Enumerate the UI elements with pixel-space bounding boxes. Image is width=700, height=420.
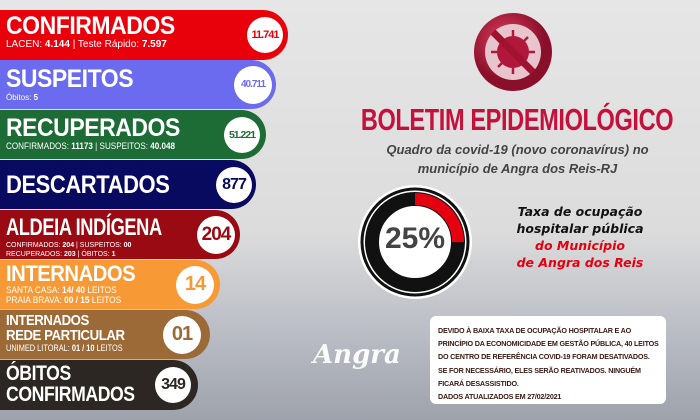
particular-title-2: REDE PARTICULAR xyxy=(6,327,125,344)
label: SANTA CASA: xyxy=(6,285,60,295)
confirmados-card: CONFIRMADOS LACEN: 4.144 | Teste Rápido:… xyxy=(0,10,288,60)
teste-label: | Teste Rápido: xyxy=(72,39,140,50)
descartados-total: 877 xyxy=(216,166,252,203)
internados-title: INTERNADOS xyxy=(6,261,136,286)
label: LEITOS xyxy=(87,285,117,295)
obitos-title-2: CONFIRMADOS xyxy=(6,383,135,406)
particular-card: INTERNADOS REDE PARTICULAR UNIMED LITORA… xyxy=(0,310,210,359)
note-date: DADOS ATUALIZADOS EM 27/02/2021 xyxy=(438,392,562,402)
internados-card: INTERNADOS SANTA CASA: 14/ 40 LEITOS PRA… xyxy=(0,260,220,309)
confirmados-total: 11.741 xyxy=(247,17,283,53)
confirmados-detail: LACEN: 4.144 | Teste Rápido: 7.597 xyxy=(6,39,167,50)
internados-total: 14 xyxy=(176,265,214,304)
descartados-title: DESCARTADOS xyxy=(6,171,170,199)
label: PRAIA BRAVA: xyxy=(6,295,62,305)
aldeia-line2: RECUPERADOS: 203 | ÓBITOS: 1 xyxy=(6,250,116,259)
aldeia-title: ALDEIA INDÍGENA xyxy=(6,214,162,241)
value: 203 xyxy=(63,251,76,258)
label: LEITOS xyxy=(96,343,123,353)
label: CONFIRMADOS: xyxy=(6,242,61,249)
subtitle-line-2: município de Angra dos Reis-RJ xyxy=(417,161,618,176)
value: 01 / 10 xyxy=(71,343,95,353)
label-line: do Município xyxy=(535,238,625,253)
obitos-total: 349 xyxy=(155,367,191,403)
particular-line: UNIMED LITORAL: 01 / 10 LEITOS xyxy=(6,343,123,354)
obitos-title-1: ÓBITOS xyxy=(6,362,71,385)
susp-label: | SUSPEITOS: xyxy=(95,141,149,151)
particular-total: 01 xyxy=(163,315,201,354)
subtitle-line-1: Quadro da covid-19 (novo coronavírus) no xyxy=(386,142,649,157)
suspeitos-title: SUSPEITOS xyxy=(6,65,134,93)
label-line: hospitalar pública xyxy=(516,221,644,236)
label: RECUPERADOS: xyxy=(6,251,63,258)
internados-line2: PRAIA BRAVA: 00 / 15 LEITOS xyxy=(6,295,121,305)
occupancy-label: Taxa de ocupação hospitalar pública do M… xyxy=(495,203,665,271)
page-title: BOLETIM EPIDEMIOLÓGICO xyxy=(360,102,673,137)
page-title-container: BOLETIM EPIDEMIOLÓGICO xyxy=(335,102,698,138)
descartados-card: DESCARTADOS 877 xyxy=(0,160,256,209)
suspeitos-total: 40.711 xyxy=(234,65,272,104)
label-line: Taxa de ocupação xyxy=(517,204,643,219)
suspeitos-card: SUSPEITOS Óbitos: 5 40.711 xyxy=(0,60,276,109)
angra-logo: Angra xyxy=(313,340,401,370)
page-subtitle: Quadro da covid-19 (novo coronavírus) no… xyxy=(340,140,695,178)
recuperados-title: RECUPERADOS xyxy=(6,114,180,142)
info-note: DEVIDO À BAIXA TAXA DE OCUPAÇÃO HOSPITAL… xyxy=(430,316,666,404)
label-line: de Angra dos Reis xyxy=(516,255,644,270)
conf-label: CONFIRMADOS: xyxy=(6,141,70,151)
susp-value: 40.048 xyxy=(150,141,176,151)
teste-value: 7.597 xyxy=(141,39,167,50)
obitos-label: Óbitos: xyxy=(6,93,32,102)
occupancy-percent: 25% xyxy=(384,222,446,255)
no-virus-icon xyxy=(473,12,553,96)
value: 00 / 15 xyxy=(64,295,90,305)
recuperados-card: RECUPERADOS CONFIRMADOS: 11173 | SUSPEIT… xyxy=(0,110,266,159)
note-text: DEVIDO À BAIXA TAXA DE OCUPAÇÃO HOSPITAL… xyxy=(438,326,659,388)
obitos-value: 5 xyxy=(33,93,39,102)
particular-title-1: INTERNADOS xyxy=(6,312,89,329)
internados-line1: SANTA CASA: 14/ 40 LEITOS xyxy=(6,285,117,295)
aldeia-card: ALDEIA INDÍGENA CONFIRMADOS: 204 | SUSPE… xyxy=(0,210,240,259)
recuperados-total: 51.221 xyxy=(224,116,260,153)
value: 1 xyxy=(111,251,116,258)
aldeia-line1: CONFIRMADOS: 204 | SUSPEITOS: 00 xyxy=(6,241,131,250)
label: LEITOS xyxy=(91,295,122,305)
value: 204 xyxy=(62,242,75,249)
label: UNIMED LITORAL: xyxy=(6,343,70,353)
conf-value: 11173 xyxy=(71,141,93,151)
value: 00 xyxy=(123,242,132,249)
label: | ÓBITOS: xyxy=(77,251,110,258)
aldeia-total: 204 xyxy=(197,215,235,254)
occupancy-gauge: 25% xyxy=(355,182,475,306)
lacen-value: 4.144 xyxy=(44,39,70,50)
lacen-label: LACEN: xyxy=(6,39,43,50)
obitos-card: ÓBITOS CONFIRMADOS 349 xyxy=(0,360,198,410)
label: | SUSPEITOS: xyxy=(76,242,122,249)
suspeitos-detail: Óbitos: 5 xyxy=(6,92,38,103)
value: 14/ 40 xyxy=(62,285,86,295)
confirmados-title: CONFIRMADOS xyxy=(6,12,175,40)
occupancy-arc xyxy=(366,193,464,291)
recuperados-detail: CONFIRMADOS: 11173 | SUSPEITOS: 40.048 xyxy=(6,141,175,152)
